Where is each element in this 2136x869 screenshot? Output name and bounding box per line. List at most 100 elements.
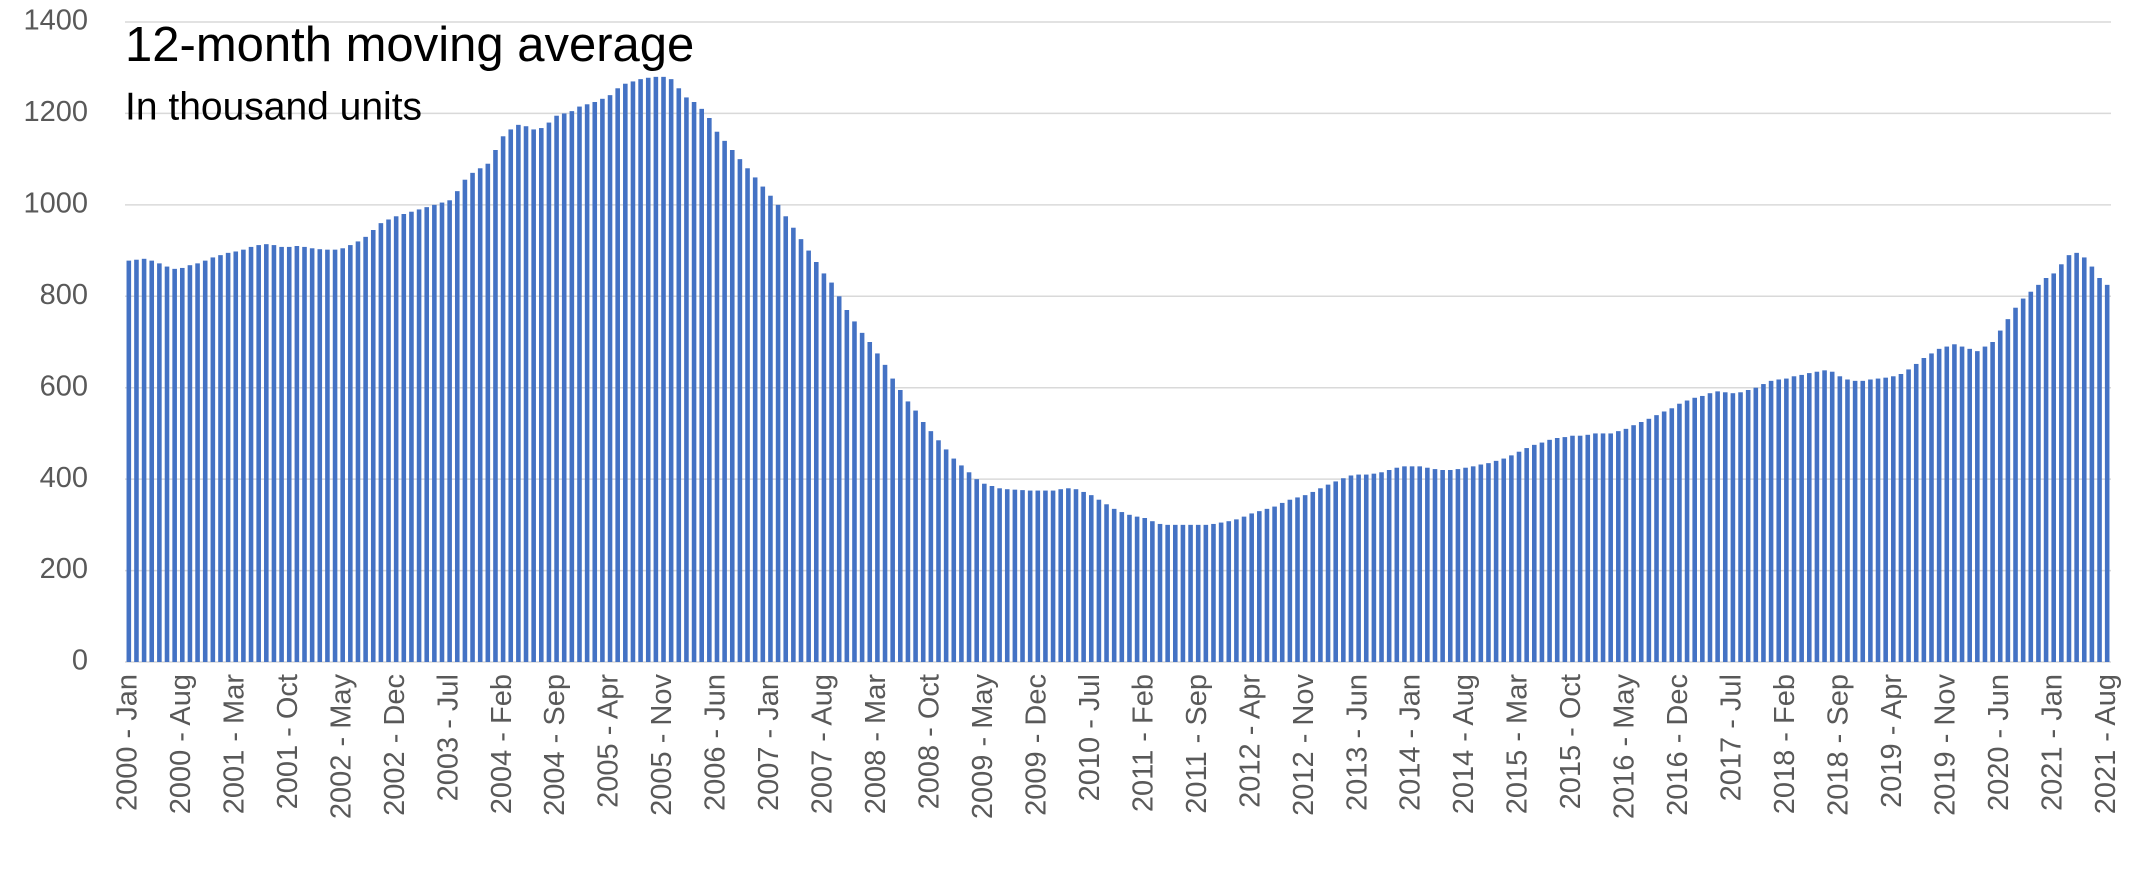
bar [248, 246, 254, 662]
bar [2066, 255, 2072, 662]
bar [1249, 513, 1254, 662]
bar [348, 245, 353, 663]
bar [1257, 511, 1262, 662]
bar [882, 364, 888, 662]
bar [1486, 463, 1491, 662]
bar [997, 488, 1002, 662]
bar [1738, 392, 1743, 662]
chart-title: 12-month moving average [125, 18, 694, 72]
bar [378, 223, 384, 662]
bar [1050, 490, 1056, 662]
bar [355, 241, 361, 662]
bar [1799, 374, 1804, 662]
bar [813, 262, 819, 662]
x-tick-label: 2016 - May [1609, 674, 1641, 820]
bar [2097, 278, 2102, 662]
bar [707, 118, 712, 662]
bar [149, 260, 155, 662]
x-tick-label: 2021 - Jan [2036, 674, 2068, 811]
bar [1913, 363, 1919, 662]
bar [1638, 422, 1644, 662]
bar [1959, 346, 1965, 662]
bar [1654, 415, 1659, 662]
bar [1447, 470, 1453, 662]
bar [920, 422, 926, 662]
bar [1776, 379, 1782, 662]
x-tick-label: 2003 - Jul [432, 674, 464, 801]
bar [195, 263, 200, 662]
y-tick-label: 1400 [23, 5, 88, 37]
bar [2074, 252, 2079, 662]
bar [1088, 495, 1094, 662]
x-tick-label: 2019 - Apr [1876, 674, 1908, 808]
y-tick-label: 0 [72, 645, 88, 677]
bar [225, 252, 231, 662]
bar [1409, 466, 1415, 662]
bar [1379, 472, 1384, 662]
bar [1402, 466, 1407, 662]
bar [1730, 393, 1736, 662]
bar [737, 159, 743, 662]
bar [2104, 284, 2110, 662]
x-tick-label: 2008 - Mar [860, 674, 892, 815]
bar [1852, 380, 1858, 662]
bar [1027, 490, 1033, 662]
bar [1264, 508, 1270, 662]
bar [1348, 475, 1354, 662]
bar [898, 390, 903, 662]
bar [531, 129, 536, 662]
bar [1768, 380, 1774, 662]
x-tick-label: 2009 - May [967, 674, 999, 820]
bar [454, 191, 460, 662]
bar [661, 76, 666, 663]
bar [1302, 495, 1308, 662]
bar [1715, 391, 1720, 662]
bar [1669, 408, 1675, 662]
bar [1944, 346, 1950, 662]
bar [202, 260, 208, 662]
bar [1440, 470, 1445, 662]
bar [1898, 374, 1904, 662]
bar [1997, 330, 2003, 662]
bar [699, 108, 704, 663]
bar [844, 310, 850, 662]
y-tick-label: 800 [40, 279, 88, 311]
bar [1066, 488, 1071, 662]
bar [1218, 522, 1224, 662]
x-tick-label: 2020 - Jun [1983, 674, 2015, 811]
bar [676, 88, 682, 663]
bar [1661, 411, 1667, 662]
bar [775, 204, 781, 662]
bar [623, 83, 628, 662]
bar [1180, 524, 1186, 662]
bar [279, 246, 284, 662]
bar [1623, 428, 1629, 662]
bar [1722, 392, 1728, 662]
bar [668, 79, 674, 662]
x-tick-label: 2002 - Dec [379, 674, 411, 816]
bar [1677, 403, 1682, 662]
x-tick-label: 2018 - Sep [1822, 674, 1854, 816]
x-tick-label: 2013 - Jun [1341, 674, 1373, 811]
bar [1493, 460, 1499, 662]
bar [615, 88, 620, 663]
bar [836, 296, 842, 662]
bar [1936, 348, 1942, 662]
bar [722, 140, 727, 662]
bar [1363, 474, 1369, 662]
bar [1295, 497, 1300, 662]
bar [1325, 484, 1331, 662]
bar [959, 465, 964, 662]
bar [982, 483, 987, 662]
bar [577, 106, 582, 663]
x-tick-label: 2015 - Mar [1502, 674, 1534, 815]
bar [1073, 489, 1079, 662]
bar [1860, 380, 1866, 662]
bar [210, 257, 216, 662]
bar [1845, 379, 1850, 662]
bar [1967, 348, 1972, 662]
bar [928, 431, 934, 662]
bar [2059, 264, 2064, 662]
bar [1539, 442, 1545, 662]
bar [187, 265, 193, 662]
